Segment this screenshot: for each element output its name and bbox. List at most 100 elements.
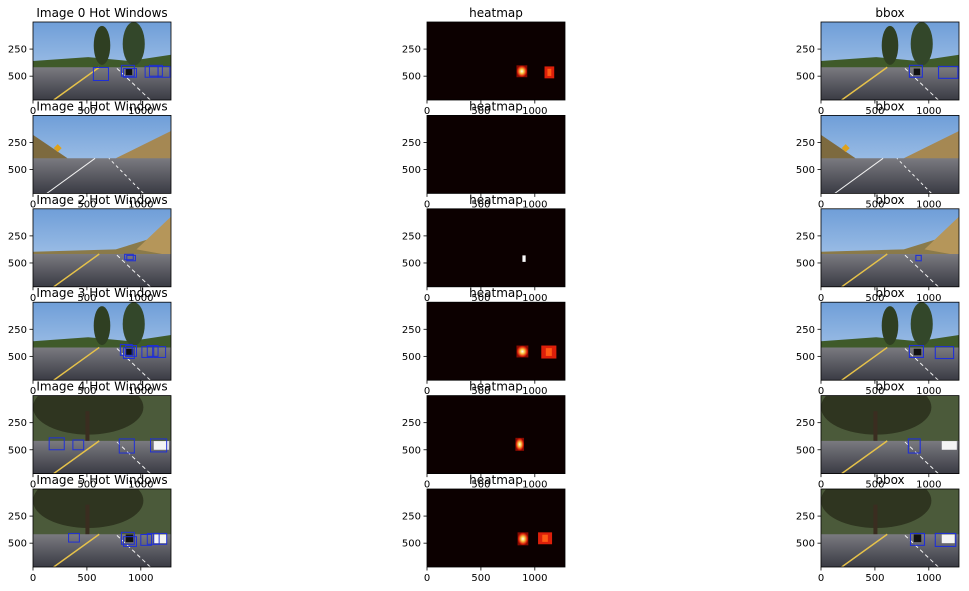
panel-title: bbox (875, 380, 904, 394)
axes-frame (820, 115, 960, 194)
x-tick-label: 1000 (916, 293, 941, 304)
hot-window (92, 67, 109, 81)
lane-line (834, 157, 884, 194)
overlay-layer (908, 344, 955, 360)
axes-frame (426, 115, 566, 194)
bounding-box (908, 64, 923, 78)
axes-frame (32, 395, 172, 475)
x-tick-label: 0 (424, 106, 430, 117)
x-tick-label: 0 (818, 106, 824, 117)
axes-frame (820, 488, 960, 568)
y-tick-label: 250 (796, 512, 815, 523)
tree (122, 302, 145, 346)
panel-title: heatmap (469, 6, 523, 20)
axes-frame (426, 21, 566, 101)
panel-r5-c2: 250 500 0 500 1000 bbox (796, 473, 960, 584)
lane-line (841, 346, 888, 381)
heat-core (545, 348, 552, 356)
x-tick-label: 1000 (916, 480, 941, 491)
y-tick-label: 500 (402, 445, 421, 456)
axes-frame (426, 395, 566, 475)
lane-line (903, 253, 939, 287)
axes-frame (32, 488, 172, 568)
car (125, 68, 133, 76)
x-tick-label: 0 (30, 106, 36, 117)
road-surface (821, 254, 959, 287)
x-tick-label: 0 (424, 480, 430, 491)
y-tick-label: 500 (796, 258, 815, 269)
overlay-layer (908, 64, 959, 79)
lane-line (115, 347, 151, 381)
heatmap-layer (516, 345, 557, 359)
y-tick-label: 500 (8, 445, 27, 456)
heatmap-background (427, 395, 565, 474)
axes-frame (32, 21, 172, 101)
panel-title: heatmap (469, 380, 523, 394)
x-tick-label: 1000 (128, 293, 153, 304)
road-surface (821, 534, 959, 567)
axes-frame (426, 208, 566, 288)
car (913, 348, 922, 356)
x-tick-label: 0 (30, 386, 36, 397)
road-sign (841, 144, 850, 153)
road-surface (33, 158, 171, 194)
hot-window (146, 532, 160, 545)
x-tick-label: 0 (818, 386, 824, 397)
overlay-layer (68, 531, 168, 547)
lane-line (115, 440, 151, 474)
lane-line (53, 346, 100, 381)
x-tick-label: 0 (30, 293, 36, 304)
x-tick-label: 500 (77, 293, 96, 304)
panel-title: heatmap (469, 286, 523, 300)
tree-trunk (85, 411, 90, 443)
x-tick-label: 500 (77, 573, 96, 584)
y-tick-label: 250 (8, 231, 27, 242)
panel-title: Image 5 Hot Windows (36, 473, 167, 487)
road-photo (821, 302, 959, 381)
heat-core (547, 68, 552, 76)
hills (33, 232, 171, 258)
y-tick-label: 250 (796, 231, 815, 242)
overlay-layer (48, 437, 169, 454)
road-surface (821, 67, 959, 100)
panel-title: heatmap (469, 473, 523, 487)
x-tick-label: 1000 (522, 573, 547, 584)
bounding-box (934, 346, 955, 360)
hot-window (120, 531, 135, 545)
lane-line (108, 157, 144, 194)
hot-window (118, 438, 135, 454)
car (913, 534, 922, 543)
x-tick-label: 0 (30, 480, 36, 491)
y-tick-label: 250 (8, 45, 27, 56)
panel-title: Image 2 Hot Windows (36, 193, 167, 207)
y-tick-label: 500 (796, 539, 815, 550)
lane-line (53, 66, 100, 100)
axes-frame (820, 301, 960, 381)
hot-window (125, 345, 137, 357)
hot-window (140, 534, 153, 546)
x-tick-label: 500 (471, 106, 490, 117)
y-tick-label: 250 (402, 512, 421, 523)
car (153, 534, 167, 544)
heatmap-layer (516, 65, 555, 79)
panel-r0-c0: 250 500 0 500 1000 Image 0 Hot Windows (8, 6, 172, 117)
x-tick-label: 500 (77, 480, 96, 491)
panel-title: heatmap (469, 193, 523, 207)
hot-window (123, 536, 137, 547)
y-tick-label: 500 (8, 352, 27, 363)
hot-window (120, 64, 135, 77)
x-tick-label: 1000 (916, 199, 941, 210)
heat-blob (522, 255, 526, 262)
road-photo (821, 208, 959, 287)
x-tick-label: 0 (424, 199, 430, 210)
hot-window (72, 439, 85, 451)
lane-line (115, 253, 151, 287)
x-tick-label: 0 (818, 293, 824, 304)
road-surface (821, 347, 959, 381)
panel-title: bbox (875, 473, 904, 487)
x-tick-label: 500 (471, 573, 490, 584)
lane-line (53, 253, 100, 287)
panel-title: bbox (875, 193, 904, 207)
bounding-box (908, 344, 924, 359)
